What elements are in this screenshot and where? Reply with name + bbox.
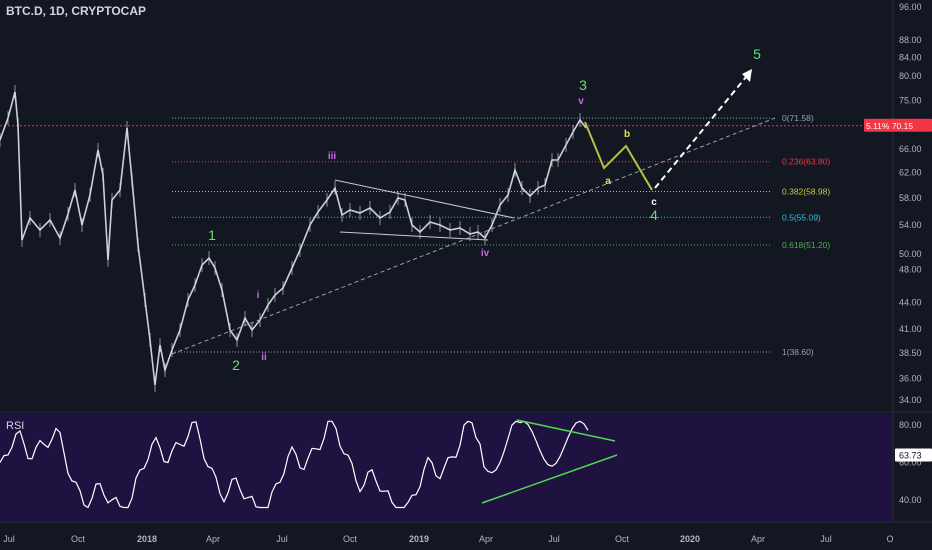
price-tick-label: 50.00: [899, 249, 922, 259]
projection-arrow-head: [742, 69, 752, 82]
time-tick-label: Jul: [3, 534, 15, 544]
trend-line: [171, 117, 776, 355]
rsi-upper-trendline: [516, 419, 616, 442]
wave-label-i: i: [257, 290, 260, 301]
price-tick-label: 62.00: [899, 168, 922, 178]
rsi-panel-background: [0, 414, 893, 522]
price-line: [0, 91, 587, 386]
rsi-tick-label: 80.00: [899, 420, 922, 430]
time-tick-label: 2020: [680, 534, 700, 544]
wave-label-v: v: [578, 96, 584, 107]
time-tick-label: Jul: [548, 534, 560, 544]
wave-label-5: 5: [753, 46, 761, 62]
time-tick-label: Jul: [276, 534, 288, 544]
price-tick-label: 36.00: [899, 373, 922, 383]
time-tick-label: Jul: [820, 534, 832, 544]
price-tick-label: 75.00: [899, 95, 922, 105]
wave-label-2: 2: [232, 357, 240, 373]
time-tick-label: 2018: [137, 534, 157, 544]
projection-arrow-line: [654, 76, 747, 189]
price-tick-label: 58.00: [899, 193, 922, 203]
rsi-line: [0, 420, 589, 509]
price-tick-label: 84.00: [899, 53, 922, 63]
fib-level-label: 0.5(55.09): [782, 212, 821, 222]
wave-label-iv: iv: [481, 248, 490, 259]
triangle-lower-line: [339, 231, 489, 241]
price-tick-label: 41.00: [899, 324, 922, 334]
symbol-title: BTC.D, 1D, CRYPTOCAP: [6, 4, 147, 18]
time-tick-label: Oct: [615, 534, 630, 544]
wave-label-ii: ii: [261, 352, 267, 363]
rsi-value-tag-background: [895, 448, 932, 462]
wave-label-4: 4: [650, 207, 658, 223]
price-tick-label: 34.00: [899, 395, 922, 405]
fib-level-label: 0.382(58.98): [782, 186, 830, 196]
wave-label-c: c: [651, 197, 657, 208]
time-tick-label: Oct: [71, 534, 86, 544]
price-tick-label: 44.00: [899, 297, 922, 307]
wave-label-b: b: [624, 129, 630, 140]
price-tick-label: 54.00: [899, 220, 922, 230]
time-tick-label: Apr: [751, 534, 765, 544]
time-tick-label: 2019: [409, 534, 429, 544]
rsi-tick-label: 40.00: [899, 495, 922, 505]
time-tick-label: Apr: [206, 534, 220, 544]
wave-label-iii: iii: [328, 151, 337, 162]
wave-label-a: a: [605, 176, 611, 187]
projection-abc-path: [584, 121, 653, 191]
price-tick-label: 48.00: [899, 264, 922, 274]
price-tag-background: [864, 118, 932, 132]
wave-label-3: 3: [579, 77, 587, 93]
price-tick-label: 38.50: [899, 348, 922, 358]
rsi-tick-label: 60.00: [899, 458, 922, 468]
rsi-lower-trendline: [481, 454, 618, 504]
price-tick-label: 96.00: [899, 2, 922, 12]
time-tick-label: Oct: [343, 534, 358, 544]
time-tick-label: Apr: [479, 534, 493, 544]
rsi-label: RSI: [6, 420, 25, 432]
price-tick-label: 66.00: [899, 144, 922, 154]
fib-level-label: 0.236(63.80): [782, 157, 830, 167]
price-tick-label: 88.00: [899, 35, 922, 45]
time-tick-label: O: [886, 534, 893, 544]
wave-label-1: 1: [208, 227, 216, 243]
fib-level-label: 0(71.58): [782, 113, 814, 123]
price-tick-label: 80.00: [899, 71, 922, 81]
price-tag-label: 5.11% 70.15: [866, 121, 913, 131]
fib-level-label: 1(38.60): [782, 347, 814, 357]
rsi-value-tag: 63.73: [899, 451, 922, 461]
triangle-upper-line: [334, 179, 515, 219]
fib-level-label: 0.618(51.20): [782, 240, 830, 250]
